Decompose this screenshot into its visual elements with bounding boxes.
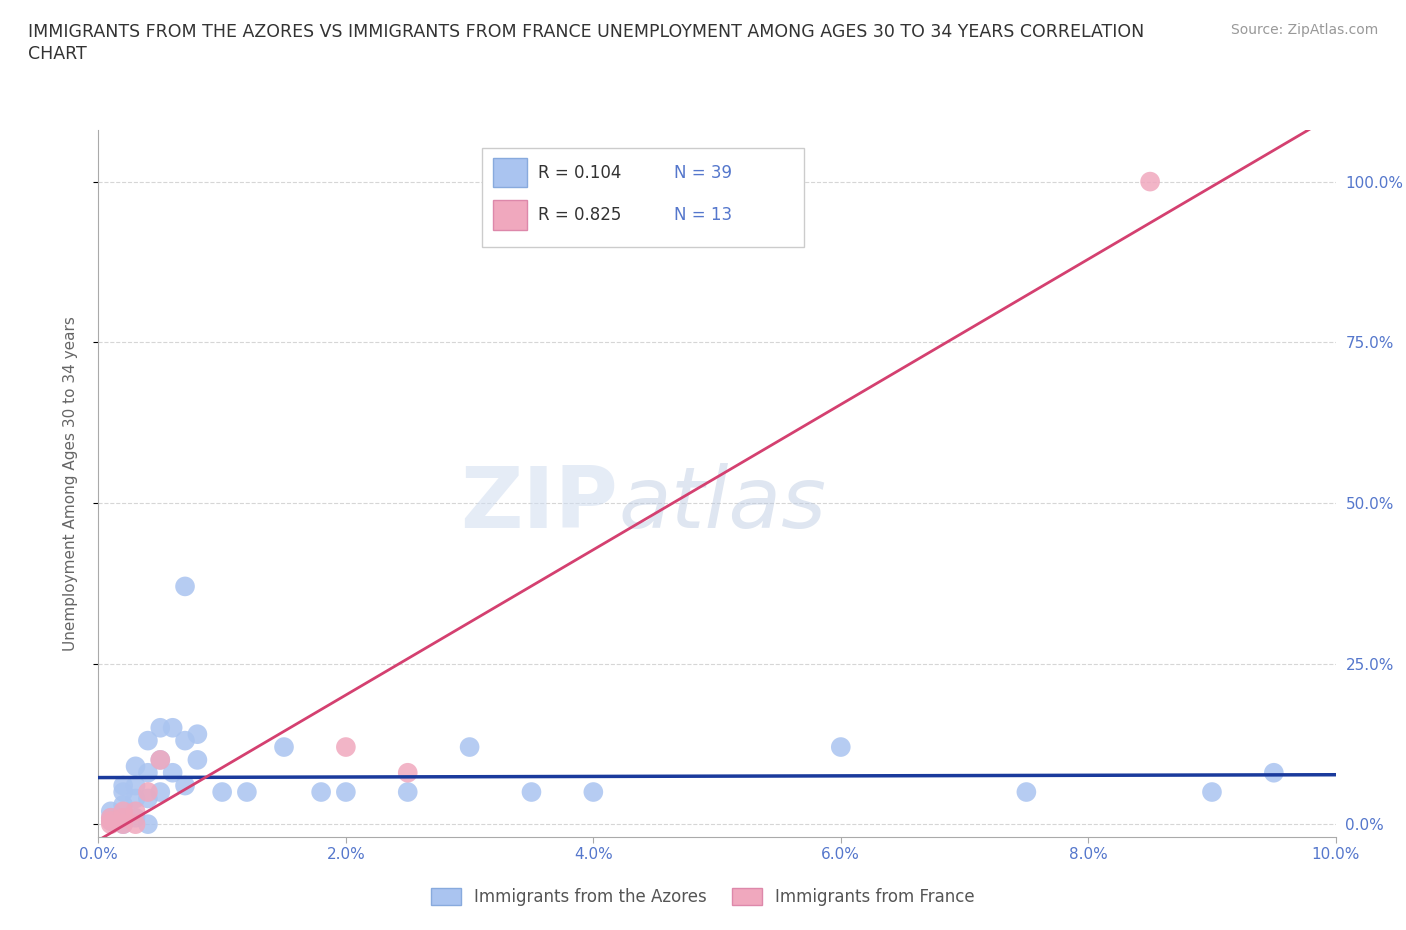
Point bbox=[162, 721, 184, 736]
Point bbox=[124, 759, 146, 774]
Point bbox=[335, 785, 357, 800]
Point bbox=[309, 785, 332, 800]
Point bbox=[335, 739, 357, 754]
Text: ZIP: ZIP bbox=[460, 463, 619, 546]
Point bbox=[124, 791, 146, 806]
Point bbox=[149, 721, 172, 736]
Point bbox=[149, 752, 172, 767]
Point bbox=[136, 791, 159, 806]
Point bbox=[136, 785, 159, 800]
Point bbox=[162, 765, 184, 780]
Point bbox=[112, 804, 135, 818]
FancyBboxPatch shape bbox=[494, 200, 526, 230]
Point bbox=[174, 733, 197, 748]
Point bbox=[1263, 765, 1285, 780]
Legend: Immigrants from the Azores, Immigrants from France: Immigrants from the Azores, Immigrants f… bbox=[425, 881, 981, 912]
Point bbox=[186, 726, 208, 741]
Point bbox=[112, 810, 135, 825]
Point bbox=[100, 810, 122, 825]
Point bbox=[112, 778, 135, 793]
Point bbox=[124, 817, 146, 831]
Point bbox=[149, 752, 172, 767]
Point bbox=[149, 785, 172, 800]
Point bbox=[582, 785, 605, 800]
Point bbox=[186, 752, 208, 767]
Text: CHART: CHART bbox=[28, 45, 87, 62]
Point bbox=[136, 733, 159, 748]
Text: N = 13: N = 13 bbox=[673, 206, 733, 224]
Point bbox=[100, 810, 122, 825]
Point bbox=[211, 785, 233, 800]
Point bbox=[396, 765, 419, 780]
Point bbox=[458, 739, 481, 754]
Point bbox=[112, 817, 135, 831]
Point bbox=[396, 785, 419, 800]
Point bbox=[830, 739, 852, 754]
Point bbox=[174, 579, 197, 594]
Point bbox=[100, 814, 122, 829]
Point bbox=[124, 804, 146, 818]
Point bbox=[124, 810, 146, 825]
Point bbox=[124, 778, 146, 793]
Point bbox=[1139, 174, 1161, 189]
Point bbox=[174, 778, 197, 793]
Text: atlas: atlas bbox=[619, 463, 827, 546]
Point bbox=[520, 785, 543, 800]
Point bbox=[112, 797, 135, 812]
Point bbox=[112, 817, 135, 831]
FancyBboxPatch shape bbox=[494, 158, 526, 188]
Point bbox=[100, 804, 122, 818]
Text: R = 0.104: R = 0.104 bbox=[537, 164, 621, 181]
Text: IMMIGRANTS FROM THE AZORES VS IMMIGRANTS FROM FRANCE UNEMPLOYMENT AMONG AGES 30 : IMMIGRANTS FROM THE AZORES VS IMMIGRANTS… bbox=[28, 23, 1144, 41]
Point bbox=[100, 817, 122, 831]
Text: R = 0.825: R = 0.825 bbox=[537, 206, 621, 224]
Y-axis label: Unemployment Among Ages 30 to 34 years: Unemployment Among Ages 30 to 34 years bbox=[63, 316, 77, 651]
FancyBboxPatch shape bbox=[482, 148, 804, 246]
Point bbox=[100, 814, 122, 829]
Point bbox=[1201, 785, 1223, 800]
Text: N = 39: N = 39 bbox=[673, 164, 731, 181]
Point bbox=[236, 785, 259, 800]
Text: Source: ZipAtlas.com: Source: ZipAtlas.com bbox=[1230, 23, 1378, 37]
Point bbox=[112, 785, 135, 800]
Point bbox=[136, 765, 159, 780]
Point bbox=[273, 739, 295, 754]
Point bbox=[1015, 785, 1038, 800]
Point bbox=[136, 817, 159, 831]
Point bbox=[112, 810, 135, 825]
